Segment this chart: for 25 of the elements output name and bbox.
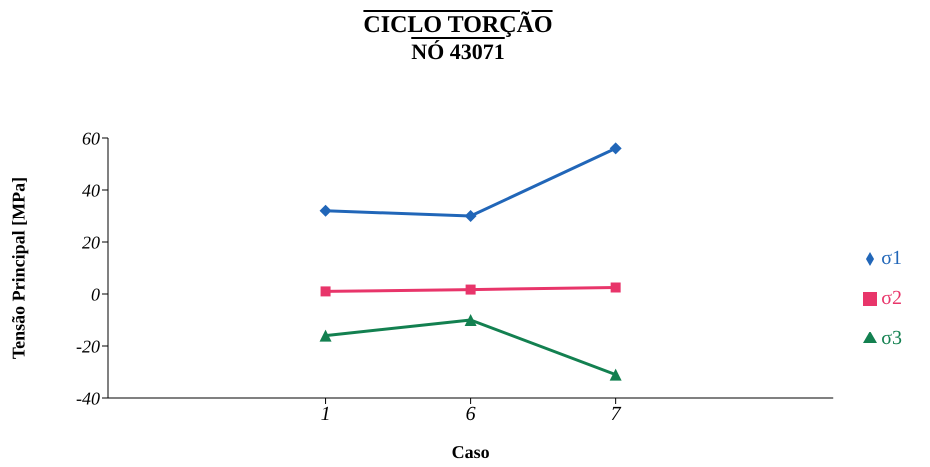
point — [610, 282, 621, 292]
y-tick-label: -20 — [76, 336, 100, 356]
point — [464, 314, 477, 326]
point — [320, 330, 332, 342]
y-tick-label: 40 — [82, 180, 100, 200]
y-axis-title: Tensão Principal [MPa] — [8, 176, 28, 360]
legend-label: σ3 — [881, 327, 902, 349]
x-tick-label: 6 — [466, 403, 476, 426]
y-tick-label: -40 — [76, 388, 100, 408]
point — [320, 204, 332, 217]
x-tick-label: 1 — [320, 403, 331, 426]
chart-subtitle: NÓ 43071 — [410, 39, 506, 65]
point — [610, 368, 622, 381]
point — [320, 286, 331, 296]
legend-label: σ2 — [881, 287, 902, 309]
point — [466, 284, 476, 295]
legend-label: σ1 — [881, 247, 902, 269]
point — [610, 142, 622, 154]
y-tick-label: 0 — [91, 284, 100, 304]
y-tick-label: 60 — [82, 128, 100, 148]
x-axis-title: Caso — [452, 442, 490, 462]
y-tick-label: 20 — [82, 232, 100, 252]
x-tick-label: 7 — [610, 403, 622, 426]
chart-title: CICLO TORÇÃO — [362, 12, 554, 39]
point — [464, 210, 477, 222]
